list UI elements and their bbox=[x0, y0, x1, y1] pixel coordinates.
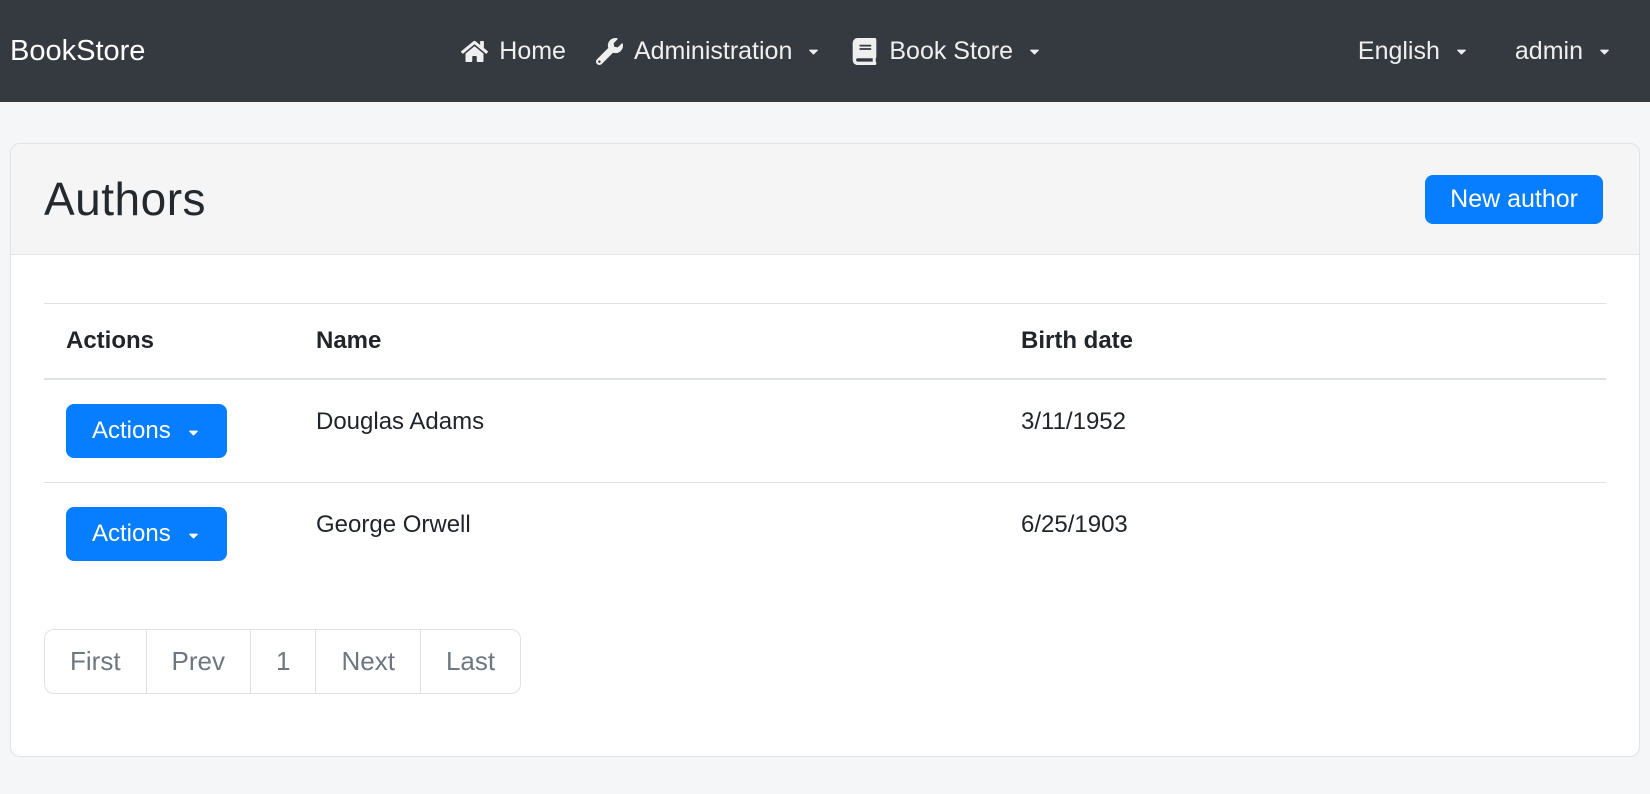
caret-down-icon bbox=[809, 49, 819, 55]
table-row: Actions George Orwell 6/25/1903 bbox=[44, 482, 1606, 585]
column-header-actions: Actions bbox=[44, 303, 294, 380]
nav-item-label: Book Store bbox=[889, 36, 1014, 65]
author-name-cell: George Orwell bbox=[294, 482, 999, 585]
user-dropdown[interactable]: admin bbox=[1515, 27, 1612, 76]
column-header-name: Name bbox=[294, 303, 999, 380]
pagination-first[interactable]: First bbox=[70, 646, 121, 676]
caret-down-icon bbox=[1600, 49, 1609, 55]
authors-card-body: Actions Name Birth date Actions Douglas … bbox=[11, 255, 1639, 756]
birth-date-cell: 6/25/1903 bbox=[999, 482, 1606, 585]
caret-down-icon bbox=[1030, 49, 1039, 55]
nav-item-label: Home bbox=[499, 36, 566, 65]
wrench-icon bbox=[595, 37, 623, 65]
pagination: First Prev 1 Next Last bbox=[44, 629, 522, 694]
nav-item-book-store[interactable]: Book Store bbox=[836, 27, 1057, 76]
authors-card-header: Authors New author bbox=[11, 144, 1639, 255]
author-name-cell: Douglas Adams bbox=[294, 378, 999, 483]
nav-item-administration[interactable]: Administration bbox=[581, 27, 836, 76]
pagination-last[interactable]: Last bbox=[419, 630, 520, 693]
caret-down-icon bbox=[1457, 49, 1466, 55]
top-navbar: BookStore Home Administration Book Store… bbox=[0, 0, 1650, 102]
brand-logo[interactable]: BookStore bbox=[10, 34, 146, 67]
birth-date-cell: 3/11/1952 bbox=[999, 378, 1606, 483]
book-icon bbox=[853, 37, 877, 65]
navbar-right: English admin bbox=[1358, 27, 1612, 76]
row-actions-button[interactable]: Actions bbox=[66, 507, 227, 561]
row-actions-label: Actions bbox=[92, 417, 171, 444]
authors-table: Actions Name Birth date Actions Douglas … bbox=[44, 303, 1606, 585]
language-dropdown[interactable]: English bbox=[1358, 27, 1469, 76]
actions-cell: Actions bbox=[44, 378, 294, 483]
row-actions-label: Actions bbox=[92, 520, 171, 547]
language-label: English bbox=[1357, 36, 1440, 65]
caret-down-icon bbox=[188, 533, 198, 539]
pagination-prev[interactable]: Prev bbox=[145, 630, 250, 693]
table-header-row: Actions Name Birth date bbox=[44, 303, 1606, 380]
user-name-label: admin bbox=[1514, 36, 1583, 65]
authors-card: Authors New author Actions Name Birth da… bbox=[10, 143, 1640, 757]
home-icon bbox=[461, 40, 489, 62]
caret-down-icon bbox=[188, 430, 198, 436]
column-header-birth-date: Birth date bbox=[999, 303, 1606, 380]
pagination-page-1[interactable]: 1 bbox=[250, 630, 315, 693]
row-actions-button[interactable]: Actions bbox=[66, 404, 227, 458]
nav-item-label: Administration bbox=[633, 36, 793, 65]
actions-cell: Actions bbox=[44, 482, 294, 585]
main-nav: Home Administration Book Store bbox=[446, 27, 1057, 76]
table-row: Actions Douglas Adams 3/11/1952 bbox=[44, 378, 1606, 483]
new-author-button[interactable]: New author bbox=[1425, 174, 1603, 224]
pagination-next[interactable]: Next bbox=[315, 630, 419, 693]
nav-item-home[interactable]: Home bbox=[446, 27, 581, 76]
page-title: Authors bbox=[44, 173, 207, 225]
